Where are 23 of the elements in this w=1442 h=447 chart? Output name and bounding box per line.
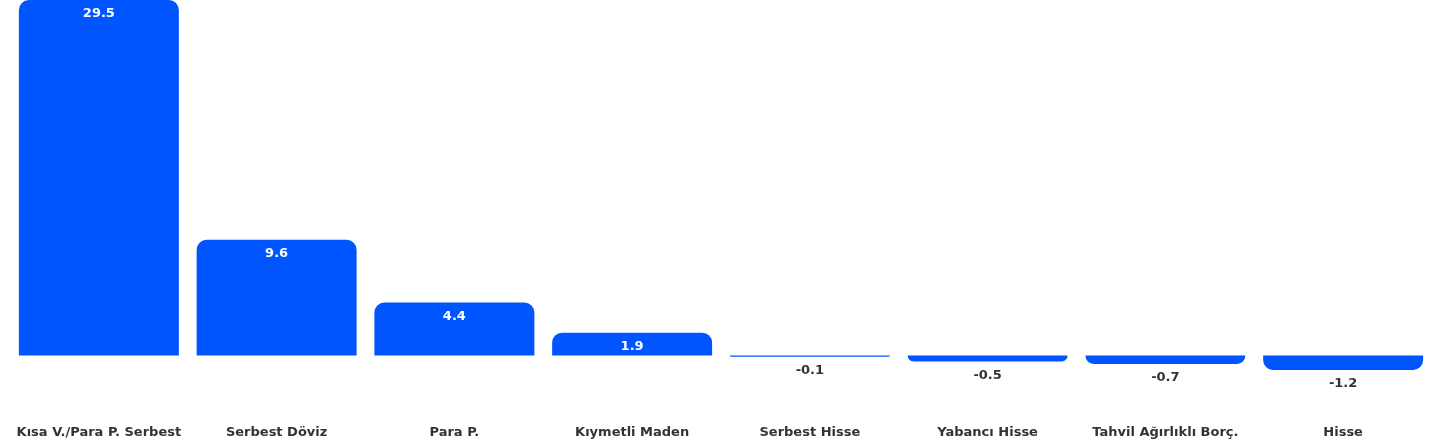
data-label: 1.9 — [620, 337, 644, 353]
x-tick-label: Para P. — [429, 424, 480, 439]
data-label: -1.2 — [1328, 375, 1358, 390]
x-tick-label: Serbest Hisse — [759, 424, 861, 439]
x-tick-label: Serbest Döviz — [225, 424, 328, 439]
x-tick-label: Yabancı Hisse — [936, 424, 1039, 439]
x-tick-label: Kıymetli Maden — [575, 424, 690, 439]
data-label: -0.1 — [795, 361, 825, 377]
bar — [1263, 355, 1424, 370]
bar — [18, 0, 179, 356]
bar — [1085, 355, 1246, 364]
x-tick-label: Tahvil Ağırlıklı Borç. — [1092, 424, 1239, 439]
data-label: -0.7 — [1151, 368, 1180, 384]
bar — [552, 332, 713, 356]
bar — [196, 239, 357, 356]
bar — [374, 302, 535, 356]
x-tick-label: Hisse — [1323, 424, 1364, 439]
x-tick-label: Kısa V./Para P. Serbest — [16, 424, 182, 439]
data-label: 9.6 — [265, 244, 289, 260]
bar — [907, 355, 1068, 362]
data-label: -0.5 — [973, 366, 1002, 382]
data-label: 4.4 — [442, 307, 466, 323]
data-label: 29.5 — [82, 5, 115, 20]
